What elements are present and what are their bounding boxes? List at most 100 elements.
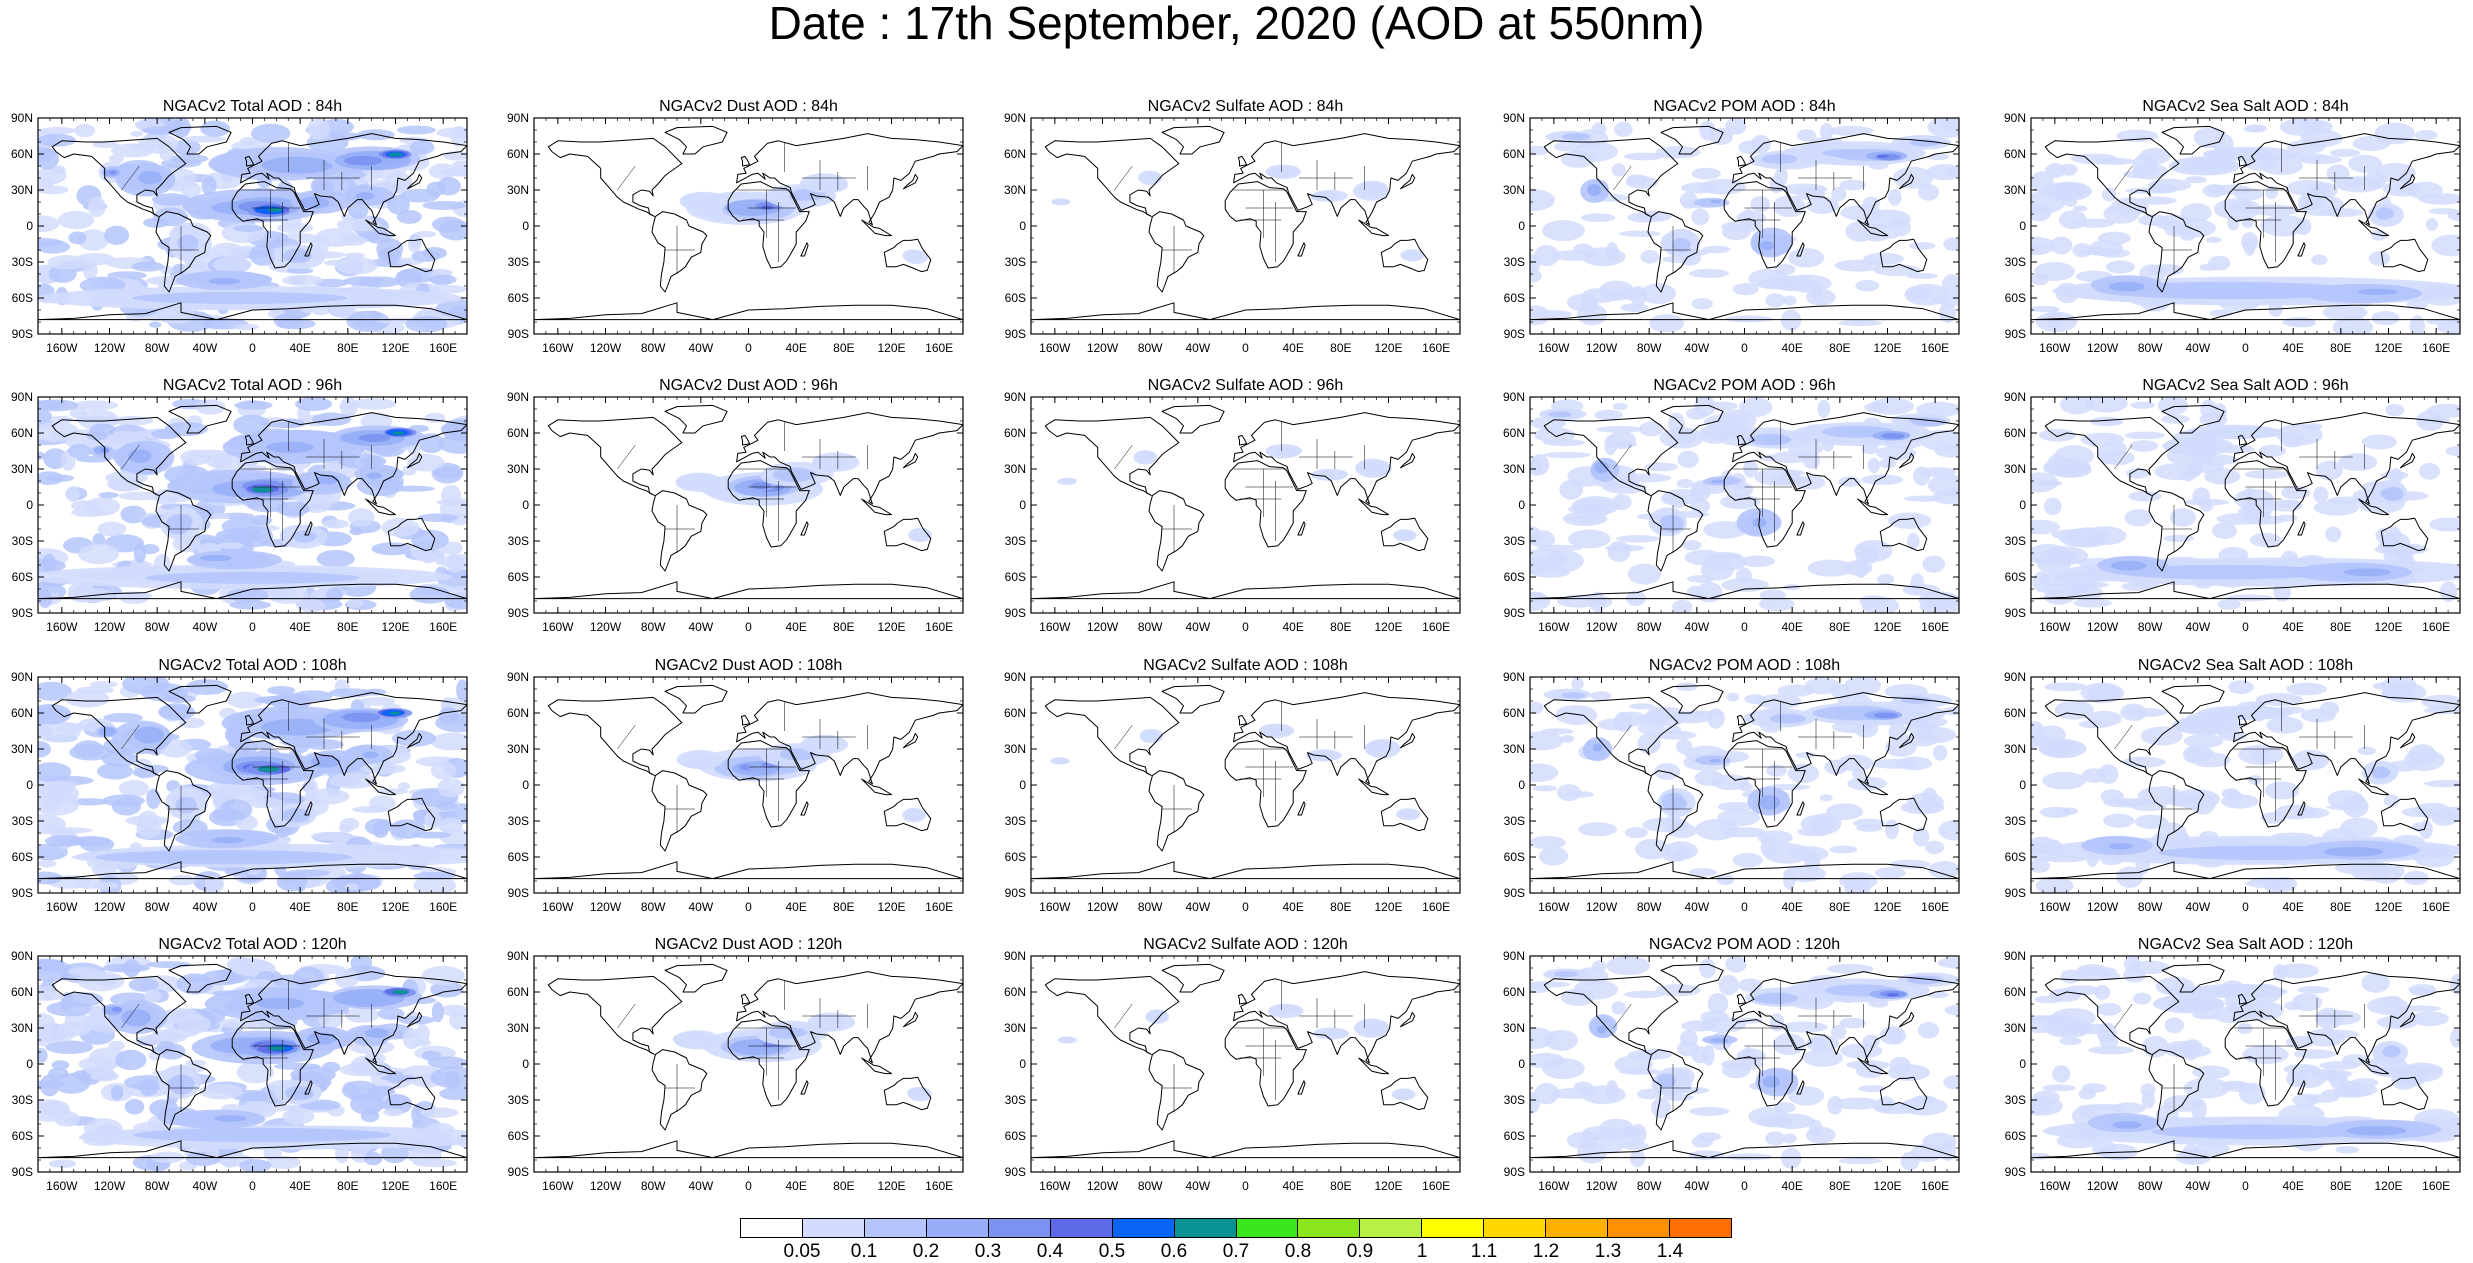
lat-tick-label: 90N xyxy=(2004,670,2026,684)
panel-title: NGACv2 Sea Salt AOD : 84h xyxy=(2142,98,2348,115)
colorbar-swatch xyxy=(803,1219,865,1237)
lon-tick-label: 160E xyxy=(429,900,457,914)
lat-tick-label: 90S xyxy=(12,886,33,900)
lon-tick-label: 40E xyxy=(289,341,310,355)
lat-tick-label: 60S xyxy=(12,850,33,864)
lat-tick-label: 30S xyxy=(2005,534,2026,548)
lat-tick-label: 90N xyxy=(507,111,529,125)
lat-tick-label: 0 xyxy=(522,219,529,233)
lat-tick-label: 90N xyxy=(507,390,529,404)
lon-tick-label: 80E xyxy=(2330,341,2351,355)
lat-tick-label: 30S xyxy=(508,1093,529,1107)
lon-tick-label: 40E xyxy=(785,341,806,355)
lon-tick-label: 120E xyxy=(381,1179,409,1193)
lon-tick-label: 120E xyxy=(2374,620,2402,634)
lon-tick-label: 80E xyxy=(337,341,358,355)
colorbar-label: 1.3 xyxy=(1595,1241,1621,1263)
lon-tick-label: 40E xyxy=(1781,620,1802,634)
lat-tick-label: 60S xyxy=(12,1129,33,1143)
lon-tick-label: 0 xyxy=(1242,620,1249,634)
lon-tick-label: 0 xyxy=(745,620,752,634)
lat-tick-label: 90N xyxy=(1004,390,1026,404)
lat-tick-label: 60N xyxy=(1004,147,1026,161)
colorbar-label: 0.8 xyxy=(1285,1241,1311,1263)
map-panel-dust-1: NGACv2 Dust AOD : 96h90N60N30N030S60S90S… xyxy=(507,377,963,634)
lon-tick-label: 40W xyxy=(688,900,713,914)
lat-tick-label: 90S xyxy=(12,327,33,341)
lon-tick-label: 160E xyxy=(429,1179,457,1193)
lat-tick-label: 90S xyxy=(508,327,529,341)
lon-tick-label: 160W xyxy=(1538,620,1570,634)
lat-tick-label: 30N xyxy=(11,462,33,476)
lon-tick-label: 120E xyxy=(1374,1179,1402,1193)
map-panel-sulfate-3: NGACv2 Sulfate AOD : 120h90N60N30N030S60… xyxy=(1004,936,1460,1193)
lon-tick-label: 80W xyxy=(145,341,170,355)
colorbar-label: 0.6 xyxy=(1161,1241,1187,1263)
lon-tick-label: 160W xyxy=(46,620,78,634)
lon-tick-label: 80E xyxy=(1829,1179,1850,1193)
lat-tick-label: 60N xyxy=(1503,706,1525,720)
lat-tick-label: 90S xyxy=(1504,886,1525,900)
lat-tick-label: 60S xyxy=(508,850,529,864)
lon-tick-label: 40W xyxy=(1684,341,1709,355)
lon-tick-label: 160E xyxy=(925,900,953,914)
lat-tick-label: 90S xyxy=(12,1165,33,1179)
lat-tick-label: 30S xyxy=(508,255,529,269)
lon-tick-label: 40E xyxy=(1781,1179,1802,1193)
lat-tick-label: 60N xyxy=(11,426,33,440)
lon-tick-label: 80W xyxy=(2138,620,2163,634)
lon-tick-label: 120E xyxy=(1873,900,1901,914)
lon-tick-label: 0 xyxy=(1741,1179,1748,1193)
colorbar-swatch xyxy=(865,1219,927,1237)
colorbar-swatch xyxy=(1360,1219,1422,1237)
lon-tick-label: 120E xyxy=(381,341,409,355)
panel-title: NGACv2 Sulfate AOD : 108h xyxy=(1143,657,1348,674)
lon-tick-label: 40E xyxy=(785,620,806,634)
colorbar-swatch xyxy=(741,1219,803,1237)
colorbar xyxy=(740,1218,1732,1238)
lat-tick-label: 0 xyxy=(1019,498,1026,512)
lon-tick-label: 80W xyxy=(641,341,666,355)
lon-tick-label: 40E xyxy=(785,1179,806,1193)
map-panel-sulfate-2: NGACv2 Sulfate AOD : 108h90N60N30N030S60… xyxy=(1004,657,1460,914)
lon-tick-label: 80E xyxy=(833,900,854,914)
lat-tick-label: 90S xyxy=(508,1165,529,1179)
lon-tick-label: 120E xyxy=(877,1179,905,1193)
lon-tick-label: 120E xyxy=(877,900,905,914)
colorbar-label: 1.2 xyxy=(1533,1241,1559,1263)
lat-tick-label: 90N xyxy=(1503,670,1525,684)
lon-tick-label: 0 xyxy=(2242,1179,2249,1193)
lon-tick-label: 40W xyxy=(2185,1179,2210,1193)
lon-tick-label: 120E xyxy=(1873,341,1901,355)
map-panel-sulfate-1: NGACv2 Sulfate AOD : 96h90N60N30N030S60S… xyxy=(1004,377,1460,634)
lat-tick-label: 30N xyxy=(2004,462,2026,476)
lat-tick-label: 60N xyxy=(507,985,529,999)
lon-tick-label: 80E xyxy=(1330,1179,1351,1193)
lat-tick-label: 30N xyxy=(507,1021,529,1035)
panel-title: NGACv2 Dust AOD : 108h xyxy=(655,657,843,674)
lon-tick-label: 120E xyxy=(1374,900,1402,914)
colorbar-swatch xyxy=(1051,1219,1113,1237)
lon-tick-label: 120E xyxy=(2374,900,2402,914)
lon-tick-label: 80W xyxy=(641,1179,666,1193)
lon-tick-label: 120W xyxy=(1586,900,1618,914)
lat-tick-label: 90S xyxy=(12,606,33,620)
lat-tick-label: 60N xyxy=(11,147,33,161)
colorbar-swatch xyxy=(1298,1219,1360,1237)
map-panel-pom-3: NGACv2 POM AOD : 120h90N60N30N030S60S90S… xyxy=(1503,936,1975,1193)
lat-tick-label: 30N xyxy=(1004,462,1026,476)
lon-tick-label: 0 xyxy=(1741,341,1748,355)
colorbar-label: 1 xyxy=(1417,1241,1428,1263)
lat-tick-label: 90S xyxy=(2005,1165,2026,1179)
lat-tick-label: 0 xyxy=(1019,778,1026,792)
lon-tick-label: 40W xyxy=(1185,620,1210,634)
lat-tick-label: 90S xyxy=(2005,886,2026,900)
lat-tick-label: 30S xyxy=(2005,1093,2026,1107)
lon-tick-label: 120W xyxy=(2087,341,2119,355)
lat-tick-label: 30N xyxy=(11,1021,33,1035)
lat-tick-label: 30S xyxy=(2005,255,2026,269)
lon-tick-label: 80E xyxy=(1829,620,1850,634)
lon-tick-label: 0 xyxy=(249,1179,256,1193)
lat-tick-label: 0 xyxy=(2019,1057,2026,1071)
lon-tick-label: 160W xyxy=(46,341,78,355)
